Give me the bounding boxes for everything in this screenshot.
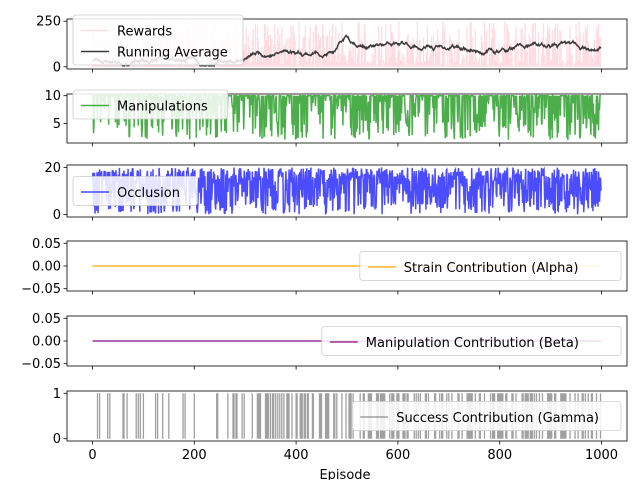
manipulations-y-ticks: 5 10 (44, 89, 602, 147)
xtick-label: 200 (182, 448, 207, 463)
success-contribution-gamma-legend-label: Success Contribution (Gamma) (396, 411, 599, 426)
occlusion-ytick-label: 0 (53, 208, 61, 223)
xtick-label: 1000 (585, 448, 618, 463)
beta-y-ticks: 0.05 0.00 −0.05 (21, 312, 602, 372)
x-axis-ticks: 0 200 400 600 800 1000 (88, 448, 618, 463)
occlusion-axes-frame (66, 164, 628, 218)
manipulation-contribution-beta-ytick-label: 0.00 (32, 335, 61, 350)
manipulations-ytick-label: 5 (53, 117, 61, 132)
rewards-legend: Rewards Running Average (72, 14, 244, 66)
occlusion-legend-box (72, 176, 198, 206)
gamma-legend: Success Contribution (Gamma) (351, 401, 622, 431)
gamma-panel: 01 Success Contribution (Gamma) (53, 387, 628, 447)
rewards-ytick-label: 250 (36, 15, 61, 30)
rewards-axes-frame (66, 18, 628, 70)
alpha-y-ticks: 0.05 0.00 −0.05 (21, 237, 602, 297)
strain-contribution-alpha-ytick-label: 0.05 (32, 237, 61, 252)
running-average-legend-label: Running Average (117, 46, 228, 61)
strain-contribution-alpha-ytick-label: −0.05 (21, 282, 61, 297)
xtick-label: 0 (88, 448, 96, 463)
rewards-ytick-label: 0 (53, 60, 61, 75)
manipulations-legend-box (72, 89, 229, 120)
manipulations-legend-label: Manipulations (117, 100, 208, 115)
rewards-legend-label: Rewards (117, 25, 172, 40)
success-contribution-gamma-legend-box (351, 401, 622, 431)
rewards-y-ticks: 0 250 (36, 15, 602, 75)
strain-contribution-alpha-ytick-label: 0.00 (32, 260, 61, 275)
beta-panel: 0.05 0.00 −0.05 Manipulation Contribution … (21, 312, 628, 372)
rewards-legend-box (72, 14, 244, 66)
manipulations-panel: 5 10 Manipulations (44, 89, 628, 147)
gamma-axes-frame (66, 390, 628, 442)
rewards-panel: 0 250 Rewards Running Average (36, 14, 628, 75)
alpha-panel: 0.05 0.00 −0.05 Strain Contribution (Alpha… (21, 237, 628, 297)
xtick-label: 800 (487, 448, 512, 463)
manipulation-contribution-beta-ytick-label: 0.05 (32, 312, 61, 327)
gamma-y-ticks: 01 (53, 387, 602, 447)
manipulation-contribution-beta-legend-box (321, 326, 622, 356)
beta-legend: Manipulation Contribution (Beta) (321, 326, 622, 356)
xtick-label: 600 (385, 448, 410, 463)
occlusion-panel: 0 20 Occlusion (44, 161, 628, 223)
strain-contribution-alpha-legend-box (359, 251, 622, 281)
strain-contribution-alpha-legend-label: Strain Contribution (Alpha) (404, 261, 579, 276)
success-contribution-gamma-ytick-label: 0 (53, 432, 61, 447)
occlusion-ytick-label: 20 (44, 161, 61, 176)
manipulations-axes-frame (66, 93, 628, 144)
xtick-label: 400 (284, 448, 309, 463)
manipulations-ytick-label: 10 (44, 89, 61, 104)
alpha-legend: Strain Contribution (Alpha) (359, 251, 622, 281)
success-contribution-gamma-ytick-label: 1 (53, 387, 61, 402)
occlusion-legend: Occlusion (72, 176, 198, 206)
x-axis-label: Episode (319, 468, 370, 480)
manipulation-contribution-beta-ytick-label: −0.05 (21, 357, 61, 372)
manipulation-contribution-beta-legend-label: Manipulation Contribution (Beta) (366, 336, 579, 351)
occlusion-y-ticks: 0 20 (44, 161, 602, 223)
occlusion-legend-label: Occlusion (117, 186, 180, 201)
manipulations-legend: Manipulations (72, 89, 229, 120)
